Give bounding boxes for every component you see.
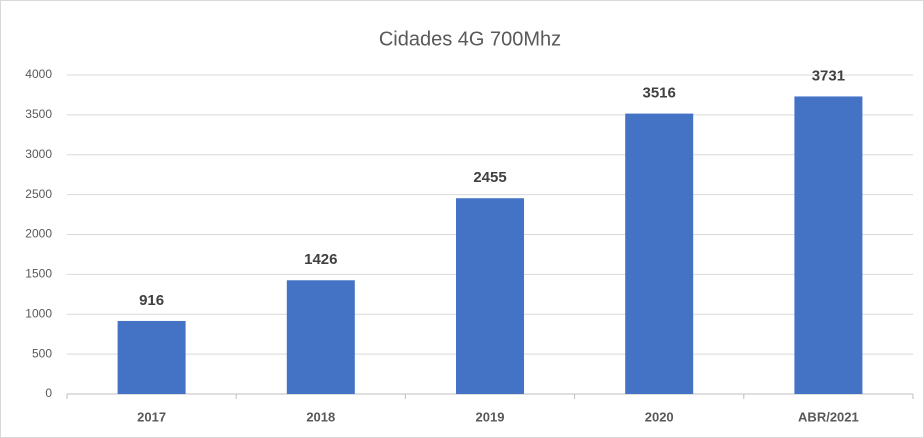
x-tick-label: 2020 [645,409,674,424]
data-label: 1426 [304,251,337,268]
y-tick-label: 4000 [25,67,52,81]
data-label: 3516 [643,85,676,102]
bar [286,280,355,394]
x-tick-label: ABR/2021 [798,409,859,424]
x-tick-label: 2018 [306,409,335,424]
y-tick-label: 0 [45,386,52,400]
y-tick-label: 3000 [25,147,52,161]
x-tick-label: 2019 [476,409,505,424]
chart-title: Cidades 4G 700Mhz [379,28,561,50]
bar [794,96,863,394]
y-tick-label: 3500 [25,107,52,121]
y-tick-label: 1500 [25,267,52,281]
bar [456,198,524,394]
data-label: 916 [139,292,164,309]
bar [117,320,186,394]
x-tick-label: 2017 [137,409,166,424]
y-tick-label: 1000 [25,306,52,320]
data-label: 2455 [473,169,506,186]
bar [625,113,694,394]
y-tick-label: 2500 [25,187,52,201]
y-tick-label: 500 [32,346,52,360]
data-label: 3731 [812,67,845,84]
y-tick-label: 2000 [25,227,52,241]
